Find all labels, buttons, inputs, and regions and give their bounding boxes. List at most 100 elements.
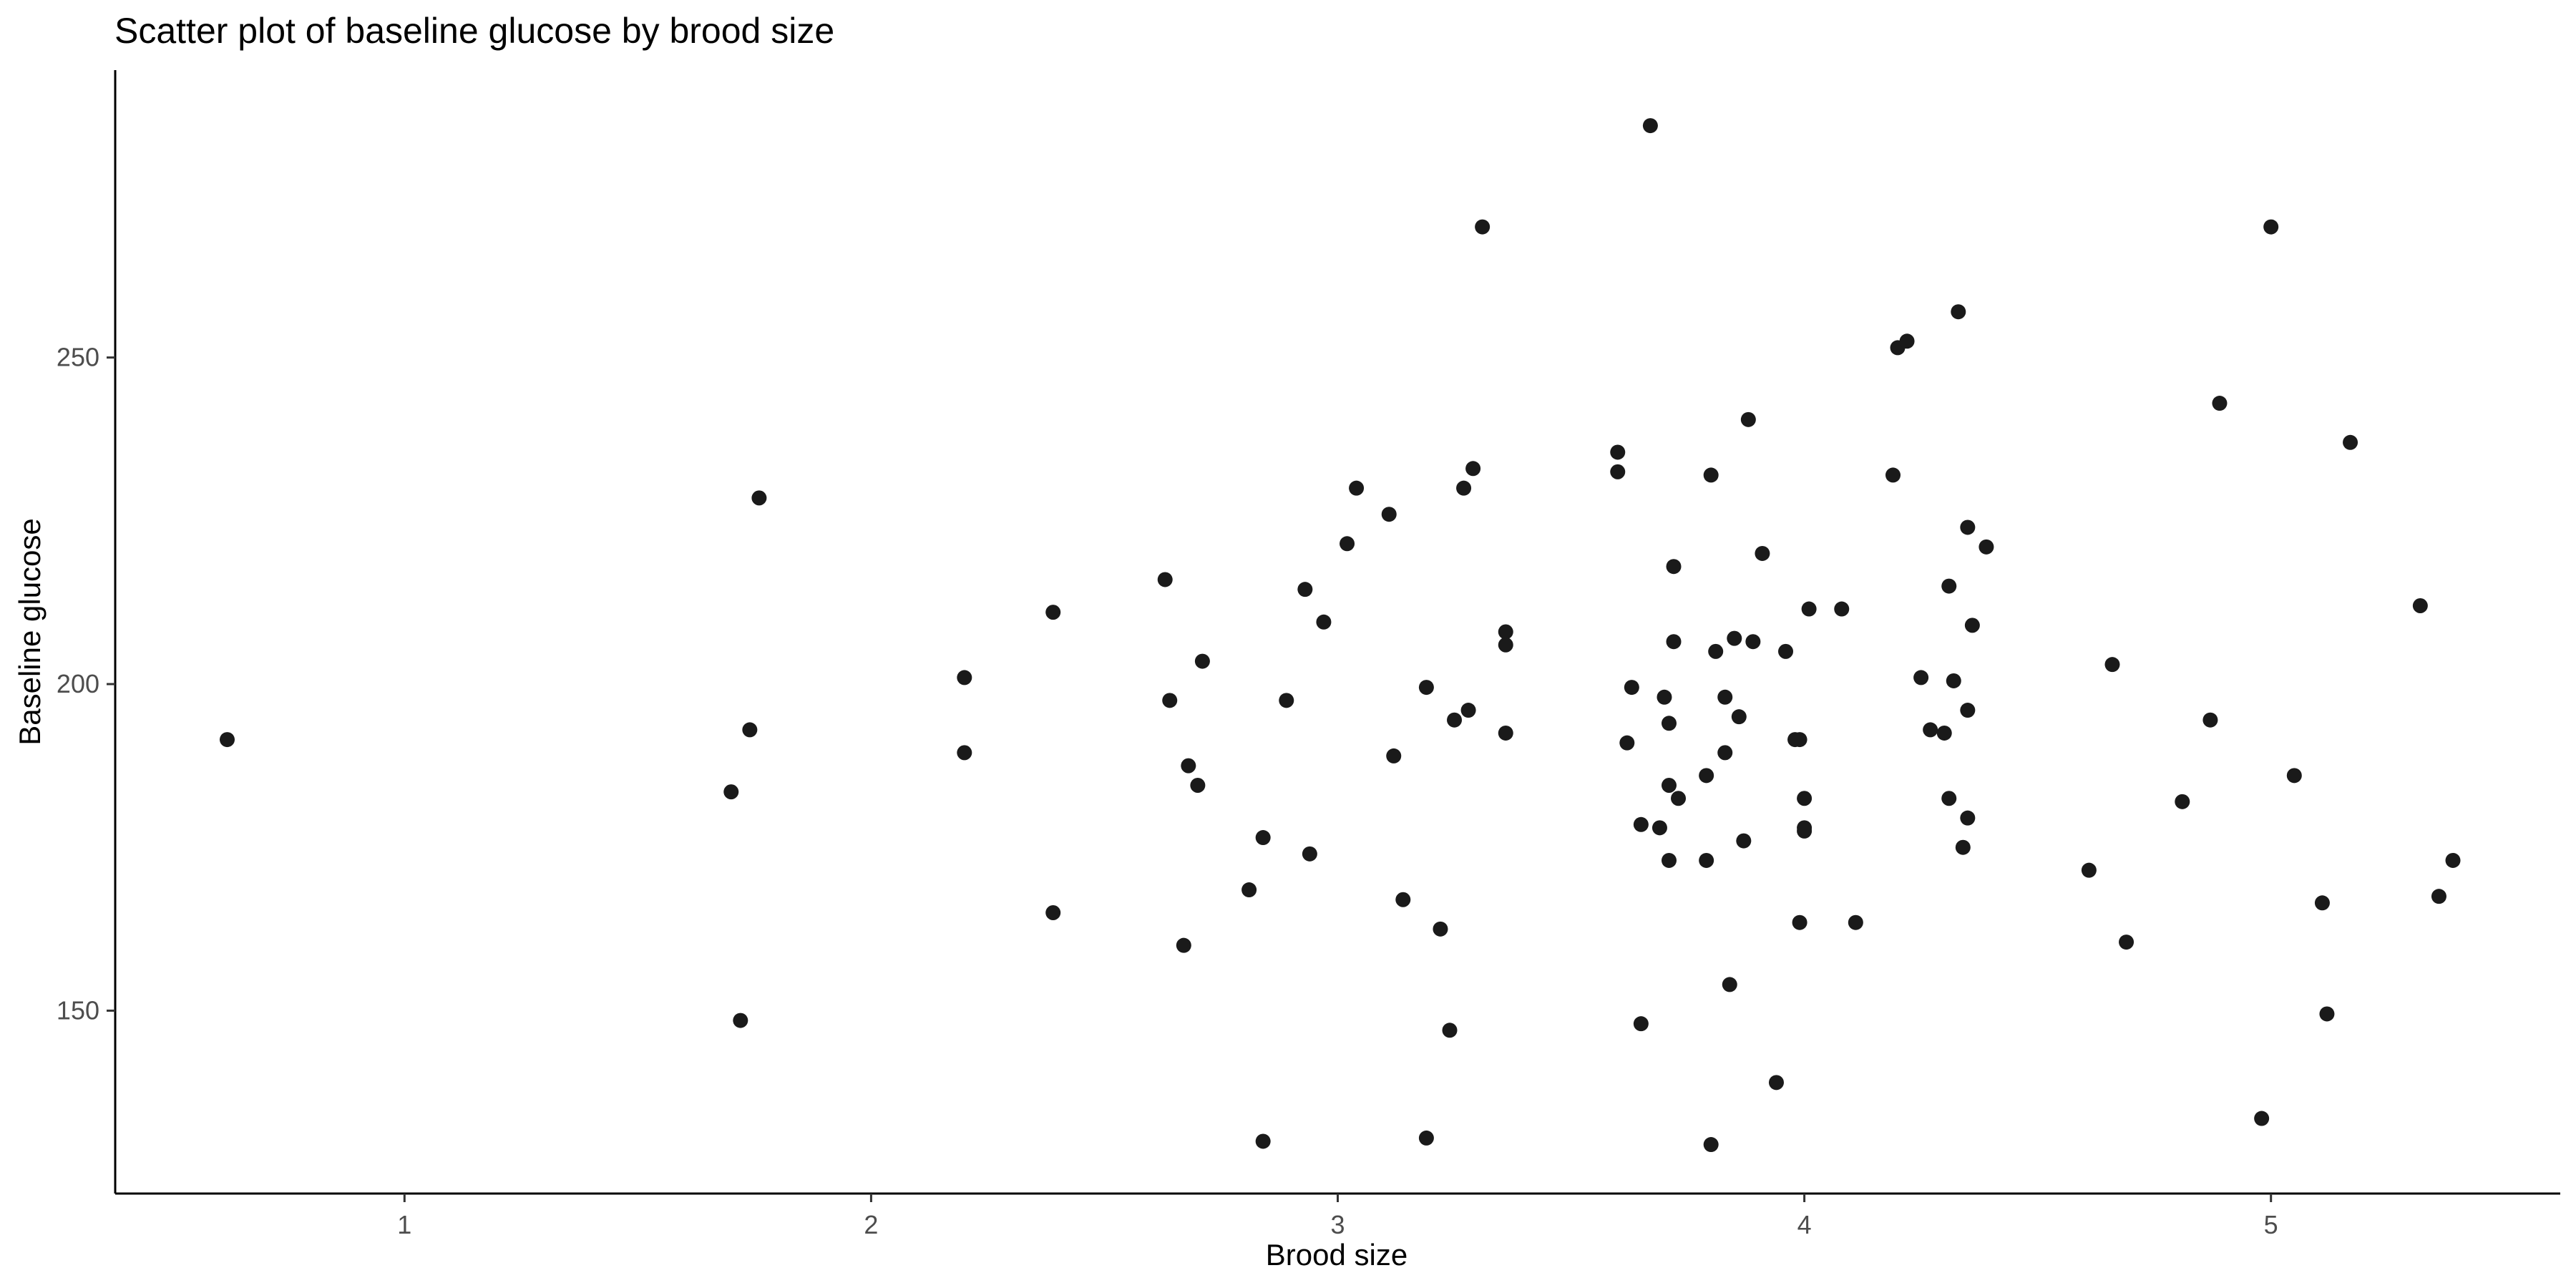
data-point	[1176, 937, 1191, 953]
data-point	[1717, 689, 1733, 705]
data-point	[1194, 653, 1210, 669]
data-point	[2175, 794, 2190, 809]
data-point	[1745, 634, 1761, 650]
data-point	[2081, 862, 2097, 878]
data-point	[2314, 895, 2330, 911]
data-point	[1610, 464, 1626, 479]
data-point	[1792, 914, 1807, 930]
data-point	[1381, 507, 1397, 522]
data-point	[1671, 791, 1687, 806]
y-tick-label: 150	[57, 995, 99, 1025]
data-point	[1255, 830, 1271, 846]
data-point	[1778, 643, 1794, 659]
data-point	[1633, 1016, 1649, 1032]
chart-title: Scatter plot of baseline glucose by broo…	[114, 11, 834, 51]
data-point	[733, 1013, 748, 1028]
data-point	[1386, 748, 1402, 763]
data-point	[1703, 467, 1719, 483]
data-point	[2343, 434, 2358, 450]
data-point	[1792, 732, 1807, 748]
data-point	[1418, 680, 1434, 696]
y-axis-title: Baseline glucose	[13, 518, 47, 746]
x-tick-label: 2	[864, 1210, 878, 1239]
data-point	[1610, 444, 1626, 460]
data-point	[1708, 643, 1724, 659]
data-point	[1418, 1130, 1434, 1146]
y-tick-label: 200	[57, 669, 99, 698]
data-point	[1740, 411, 1756, 427]
data-point	[2286, 768, 2302, 784]
data-point	[1768, 1075, 1784, 1091]
data-point	[1460, 703, 1476, 718]
data-point	[1797, 820, 1813, 836]
data-point	[1941, 578, 1957, 594]
data-point	[1661, 778, 1677, 794]
data-point	[1703, 1137, 1719, 1153]
data-point	[2263, 219, 2279, 235]
data-point	[1960, 810, 1976, 826]
x-tick-label: 5	[2264, 1210, 2278, 1239]
data-point	[2254, 1111, 2270, 1126]
data-point	[1157, 572, 1173, 587]
data-point	[1936, 725, 1952, 741]
data-point	[1316, 614, 1332, 630]
data-point	[1797, 791, 1813, 806]
x-tick-label: 1	[397, 1210, 411, 1239]
data-point	[1652, 820, 1667, 836]
data-point	[1633, 816, 1649, 832]
data-point	[1395, 892, 1411, 907]
data-point	[957, 745, 972, 761]
x-tick-label: 3	[1330, 1210, 1345, 1239]
data-point	[1979, 539, 1994, 555]
data-point	[1801, 601, 1817, 617]
data-point	[751, 490, 767, 506]
data-point	[2445, 852, 2461, 868]
data-points	[220, 118, 2461, 1153]
data-point	[1045, 605, 1061, 620]
data-point	[1955, 839, 1971, 855]
x-axis-ticks: 1 2 3 4 5	[397, 1194, 2278, 1239]
data-point	[1498, 725, 1513, 741]
data-point	[2319, 1006, 2335, 1022]
data-point	[1699, 852, 1714, 868]
data-point	[1960, 519, 1976, 535]
data-point	[1657, 689, 1672, 705]
data-point	[1349, 480, 1365, 496]
data-point	[1181, 758, 1196, 774]
data-point	[1951, 304, 1966, 320]
data-point	[1666, 634, 1682, 650]
data-point	[1162, 693, 1178, 708]
data-point	[1731, 709, 1747, 725]
data-point	[1498, 624, 1513, 640]
data-point	[1960, 703, 1976, 718]
data-point	[2412, 597, 2428, 613]
data-point	[1241, 882, 1257, 898]
data-point	[1433, 921, 1448, 937]
data-point	[1946, 673, 1961, 688]
data-point	[220, 732, 235, 748]
data-point	[1722, 977, 1737, 992]
data-point	[2104, 657, 2120, 673]
data-point	[1619, 735, 1635, 751]
data-point	[2212, 396, 2228, 411]
data-point	[1255, 1133, 1271, 1149]
x-axis-title: Brood size	[1266, 1238, 1407, 1272]
x-tick-label: 4	[1797, 1210, 1812, 1239]
data-point	[1834, 601, 1850, 617]
y-axis-ticks: 150 200 250	[57, 343, 115, 1025]
data-point	[1899, 333, 1915, 349]
data-point	[1736, 833, 1752, 849]
data-point	[1642, 118, 1658, 134]
data-point	[1624, 680, 1639, 696]
data-point	[1456, 480, 1472, 496]
data-point	[1885, 467, 1901, 483]
data-point	[957, 670, 972, 686]
data-point	[1666, 559, 1682, 575]
data-point	[1045, 905, 1061, 920]
data-point	[1190, 778, 1206, 794]
data-point	[1302, 846, 1317, 862]
data-point	[1699, 768, 1714, 784]
data-point	[1661, 852, 1677, 868]
